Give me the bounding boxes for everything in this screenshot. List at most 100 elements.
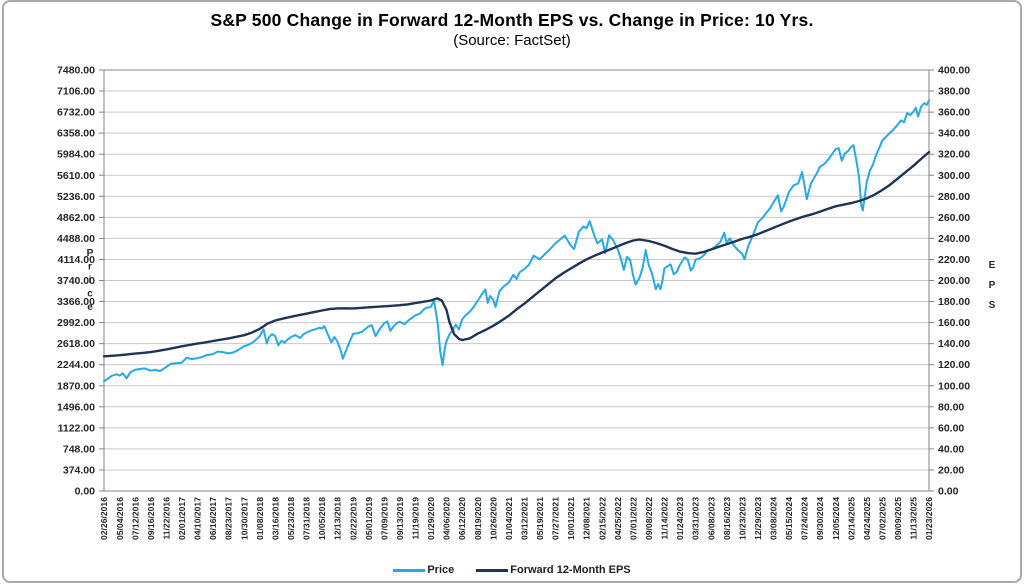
right-axis-title: S (989, 300, 996, 311)
left-axis-label: 2618.00 (57, 338, 95, 350)
right-axis-label: 80.00 (938, 401, 964, 413)
x-axis-label: 04/06/2020 (442, 497, 452, 540)
right-axis-label: 140.00 (938, 338, 970, 350)
x-axis-label: 11/22/2016 (161, 497, 171, 540)
right-axis-label: 380.00 (938, 86, 970, 98)
x-axis-label: 07/24/2024 (800, 497, 810, 540)
x-axis-label: 04/24/2025 (862, 497, 872, 540)
x-axis-label: 11/14/2022 (660, 497, 670, 540)
x-axis-label: 01/23/2026 (924, 497, 934, 540)
left-axis-title: c (87, 289, 93, 300)
x-axis-label: 06/12/2020 (457, 497, 467, 540)
x-axis-label: 11/19/2019 (411, 497, 421, 540)
left-axis-label: 3366.00 (57, 296, 95, 308)
right-axis-label: 120.00 (938, 359, 970, 371)
left-axis-label: 6732.00 (57, 107, 95, 119)
legend-label-price: Price (427, 564, 455, 576)
legend-item-price: Price (393, 564, 454, 576)
x-axis-label: 10/23/2023 (737, 497, 747, 540)
left-axis-label: 5984.00 (57, 149, 95, 161)
x-axis-label: 12/08/2021 (582, 497, 592, 540)
x-axis-label: 02/26/2016 (99, 497, 109, 540)
x-axis-label: 01/04/2021 (504, 497, 514, 540)
x-axis-label: 10/01/2021 (566, 497, 576, 540)
x-axis-label: 09/09/2025 (893, 497, 903, 540)
left-axis-label: 6358.00 (57, 128, 95, 140)
x-axis-label: 02/14/2025 (846, 497, 856, 540)
left-axis-label: 374.00 (63, 464, 95, 476)
left-axis-label: 5236.00 (57, 191, 95, 203)
x-axis-label: 05/04/2016 (115, 497, 125, 540)
right-axis-title: E (989, 260, 996, 271)
x-axis-label: 09/08/2022 (644, 497, 654, 540)
left-axis-label: 3740.00 (57, 275, 95, 287)
x-axis-label: 03/12/2021 (519, 497, 529, 540)
right-axis-label: 320.00 (938, 149, 970, 161)
x-axis-label: 05/23/2018 (286, 497, 296, 540)
x-axis-label: 07/01/2022 (628, 497, 638, 540)
right-axis-label: 340.00 (938, 128, 970, 140)
left-axis-label: 748.00 (63, 443, 95, 455)
right-axis-label: 400.00 (938, 65, 970, 77)
x-axis-label: 01/24/2023 (675, 497, 685, 540)
x-axis-label: 12/13/2018 (333, 497, 343, 540)
right-axis-title: P (989, 280, 996, 291)
right-axis-label: 180.00 (938, 296, 970, 308)
eps-line-swatch (476, 568, 509, 572)
x-axis-label: 03/31/2023 (691, 497, 701, 540)
left-axis-title: r (88, 262, 92, 273)
left-axis-title: P (87, 248, 94, 259)
x-axis-label: 02/22/2019 (348, 497, 358, 540)
x-axis-label: 04/10/2017 (193, 497, 203, 540)
legend: Price Forward 12-Month EPS (4, 564, 1020, 576)
x-axis-label: 01/29/2020 (426, 497, 436, 540)
x-axis-label: 09/13/2019 (395, 497, 405, 540)
price-line (103, 99, 930, 383)
left-axis-label: 1496.00 (57, 401, 95, 413)
x-axis-label: 05/01/2019 (364, 497, 374, 540)
chart-title: S&P 500 Change in Forward 12-Month EPS v… (210, 10, 814, 30)
x-axis-label: 08/19/2020 (473, 497, 483, 540)
left-axis-label: 5610.00 (57, 170, 95, 182)
x-axis-label: 07/09/2019 (379, 497, 389, 540)
x-axis-label: 02/15/2022 (597, 497, 607, 540)
x-axis-label: 10/26/2020 (488, 497, 498, 540)
right-axis-label: 100.00 (938, 380, 970, 392)
x-axis-label: 11/13/2025 (909, 497, 919, 540)
x-axis-label: 10/05/2018 (317, 497, 327, 540)
right-axis-label: 280.00 (938, 191, 970, 203)
legend-label-eps: Forward 12-Month EPS (510, 564, 631, 576)
left-axis-label: 1870.00 (57, 380, 95, 392)
left-axis-label: 7106.00 (57, 86, 95, 98)
x-axis-label: 07/12/2016 (130, 497, 140, 540)
x-axis-label: 07/27/2021 (551, 497, 561, 540)
right-axis-label: 240.00 (938, 233, 970, 245)
plot-area: 7480.00 400.00 7106.00 380.00 6732.00 360.00 6… (57, 65, 996, 541)
left-axis-label: 2992.00 (57, 317, 95, 329)
plot-border (103, 69, 930, 492)
left-axis-label: 2244.00 (57, 359, 95, 371)
right-axis-label: 300.00 (938, 170, 970, 182)
right-axis-label: 360.00 (938, 107, 970, 119)
x-axis-label: 05/15/2024 (784, 497, 794, 540)
x-axis-label: 08/16/2023 (722, 497, 732, 540)
x-axis-label: 09/16/2016 (146, 497, 156, 540)
x-axis-label: 08/23/2017 (224, 497, 234, 540)
x-axis-label: 03/08/2024 (769, 497, 779, 540)
right-axis-label: 200.00 (938, 275, 970, 287)
x-axis-label: 06/08/2023 (706, 497, 716, 540)
left-axis-label: 4488.00 (57, 233, 95, 245)
right-axis-label: 20.00 (938, 464, 964, 476)
left-axis-title: e (87, 302, 93, 313)
x-axis-label: 04/25/2022 (613, 497, 623, 540)
x-axis-label: 10/30/2017 (239, 497, 249, 540)
x-axis-label: 02/01/2017 (177, 497, 187, 540)
left-axis-label: 7480.00 (57, 65, 95, 77)
chart-subtitle: (Source: FactSet) (453, 32, 571, 49)
x-axis-label: 09/30/2024 (815, 497, 825, 540)
x-axis-label: 05/19/2021 (535, 497, 545, 540)
left-axis-label: 4862.00 (57, 212, 95, 224)
x-axis-label: 12/05/2024 (831, 497, 841, 540)
right-axis-label: 160.00 (938, 317, 970, 329)
